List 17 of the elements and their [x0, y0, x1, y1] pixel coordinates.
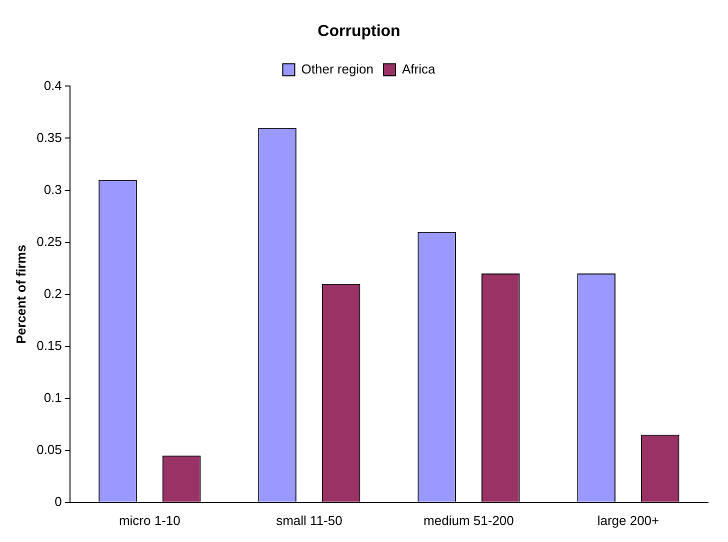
- y-tick-label: 0.2: [44, 286, 62, 301]
- y-tick-label: 0.35: [36, 130, 62, 145]
- legend-label: Other region: [301, 61, 374, 76]
- y-tick-label: 0.1: [44, 390, 62, 405]
- x-tick-label: large 200+: [597, 512, 660, 528]
- y-tick-label: 0.4: [44, 78, 62, 93]
- y-tick-label: 0: [54, 494, 62, 509]
- x-tick-label: small 11-50: [276, 512, 342, 528]
- y-tick-label: 0.25: [36, 234, 62, 249]
- y-tick-label: 0.3: [44, 182, 62, 197]
- x-tick-label: medium 51-200: [424, 512, 514, 528]
- y-tick-label: 0.15: [36, 338, 62, 353]
- y-tick-label: 0.05: [36, 442, 62, 457]
- x-tick-label: micro 1-10: [118, 512, 180, 528]
- chart-title: Corruption: [318, 23, 400, 40]
- y-axis-title: Percent of firms: [13, 244, 28, 344]
- legend-label: Africa: [402, 61, 436, 76]
